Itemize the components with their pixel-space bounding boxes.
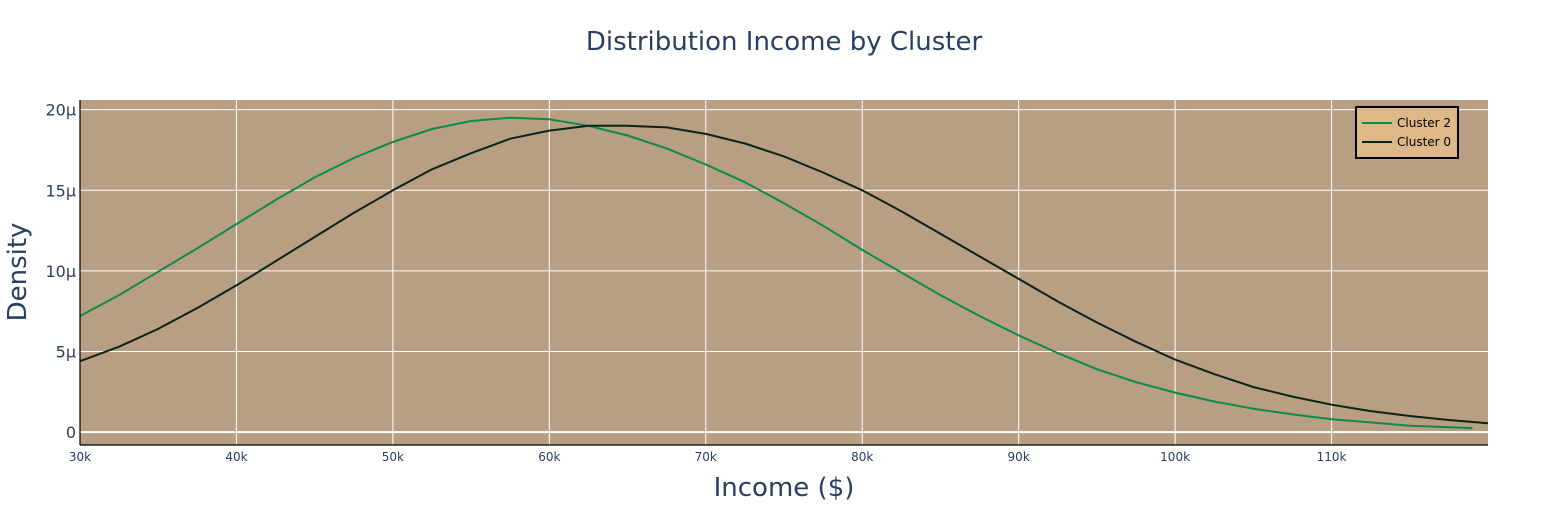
x-tick-label: 30k [69,450,91,464]
x-tick-label: 50k [382,450,404,464]
x-tick-label: 110k [1317,450,1347,464]
legend: Cluster 2 Cluster 0 [1355,106,1459,159]
x-tick-label: 90k [1008,450,1030,464]
y-tick-label: 0 [66,423,76,442]
x-tick-label: 100k [1160,450,1190,464]
legend-label: Cluster 0 [1397,135,1451,149]
legend-label: Cluster 2 [1397,116,1451,130]
grid [80,100,1488,445]
x-tick-label: 40k [225,450,247,464]
series-line-cluster-0 [79,124,1489,425]
y-tick-label: 20μ [45,101,76,120]
chart-title: Distribution Income by Cluster [586,27,983,57]
x-tick-label: 60k [538,450,560,464]
series-layer [79,116,1489,430]
x-tick-label: 80k [851,450,873,464]
y-tick-label: 5μ [56,342,76,361]
legend-box [1355,106,1459,159]
y-axis-title: Density [3,223,33,322]
x-tick-label: 70k [695,450,717,464]
series-line-cluster-2 [79,116,1473,430]
y-tick-labels: 0 5μ 10μ 15μ 20μ [45,101,76,442]
y-tick-label: 10μ [45,262,76,281]
x-tick-labels: 30k 40k 50k 60k 70k 80k 90k 100k 110k [69,450,1347,464]
x-axis-title: Income ($) [714,473,855,503]
y-tick-label: 15μ [45,181,76,200]
